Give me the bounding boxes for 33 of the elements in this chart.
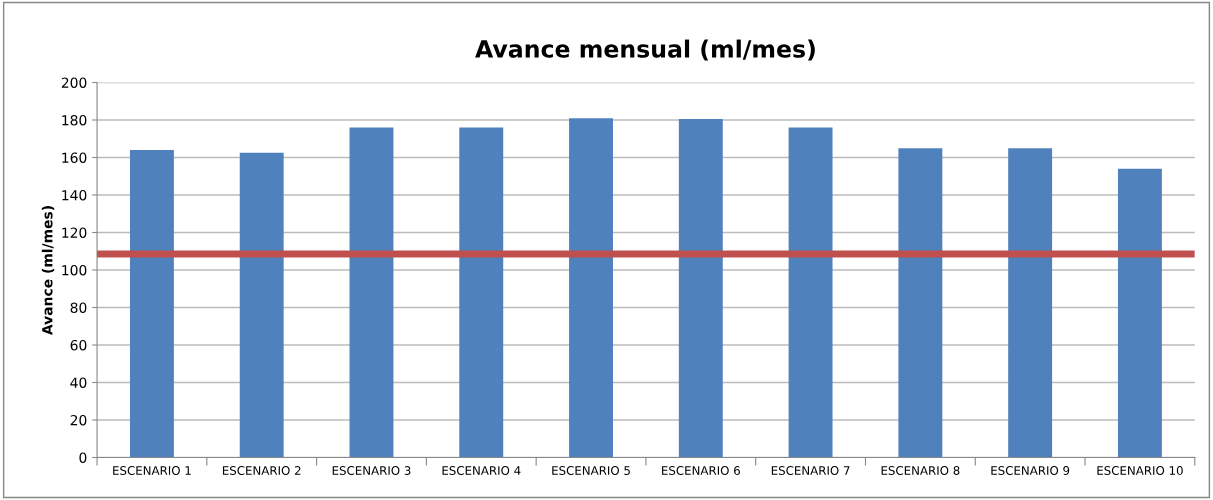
y-tick-label: 0 — [79, 452, 87, 463]
bar — [459, 127, 504, 458]
bar — [239, 152, 284, 458]
x-tick-label: ESCENARIO 1 — [113, 466, 191, 475]
y-axis-title: Avance (ml/mes) — [41, 206, 55, 336]
x-tick-label: ESCENARIO 10 — [1097, 466, 1183, 475]
y-tick-label: 20 — [70, 414, 87, 426]
y-tick-label: 80 — [70, 302, 87, 313]
bar — [1117, 168, 1162, 458]
x-tick-label: ESCENARIO 3 — [332, 466, 411, 475]
y-tick-label: 160 — [62, 152, 87, 163]
y-tick-label: 180 — [62, 114, 87, 126]
x-tick-label: ESCENARIO 7 — [771, 466, 850, 475]
y-tick-label: 40 — [70, 377, 87, 388]
bar — [898, 148, 943, 458]
x-tick-label: ESCENARIO 2 — [222, 466, 301, 475]
y-tick-label: 60 — [70, 339, 87, 351]
y-tick-label: 200 — [61, 77, 87, 88]
bar — [129, 150, 174, 458]
x-tick-label: ESCENARIO 6 — [662, 466, 740, 475]
bar — [1008, 148, 1053, 458]
y-tick-label: 120 — [62, 227, 87, 238]
x-tick-label: ESCENARIO 8 — [881, 466, 960, 475]
x-tick-label: ESCENARIO 4 — [442, 466, 521, 475]
y-tick-label: 100 — [62, 264, 87, 276]
bar — [678, 119, 723, 458]
bar — [349, 127, 394, 458]
x-tick-label: ESCENARIO 9 — [991, 466, 1070, 475]
x-tick-label: ESCENARIO 5 — [552, 466, 630, 475]
y-tick-label: 140 — [62, 189, 87, 201]
bar — [569, 118, 613, 458]
bar — [788, 127, 833, 458]
chart-title: Avance mensual (ml/mes) — [475, 39, 815, 61]
